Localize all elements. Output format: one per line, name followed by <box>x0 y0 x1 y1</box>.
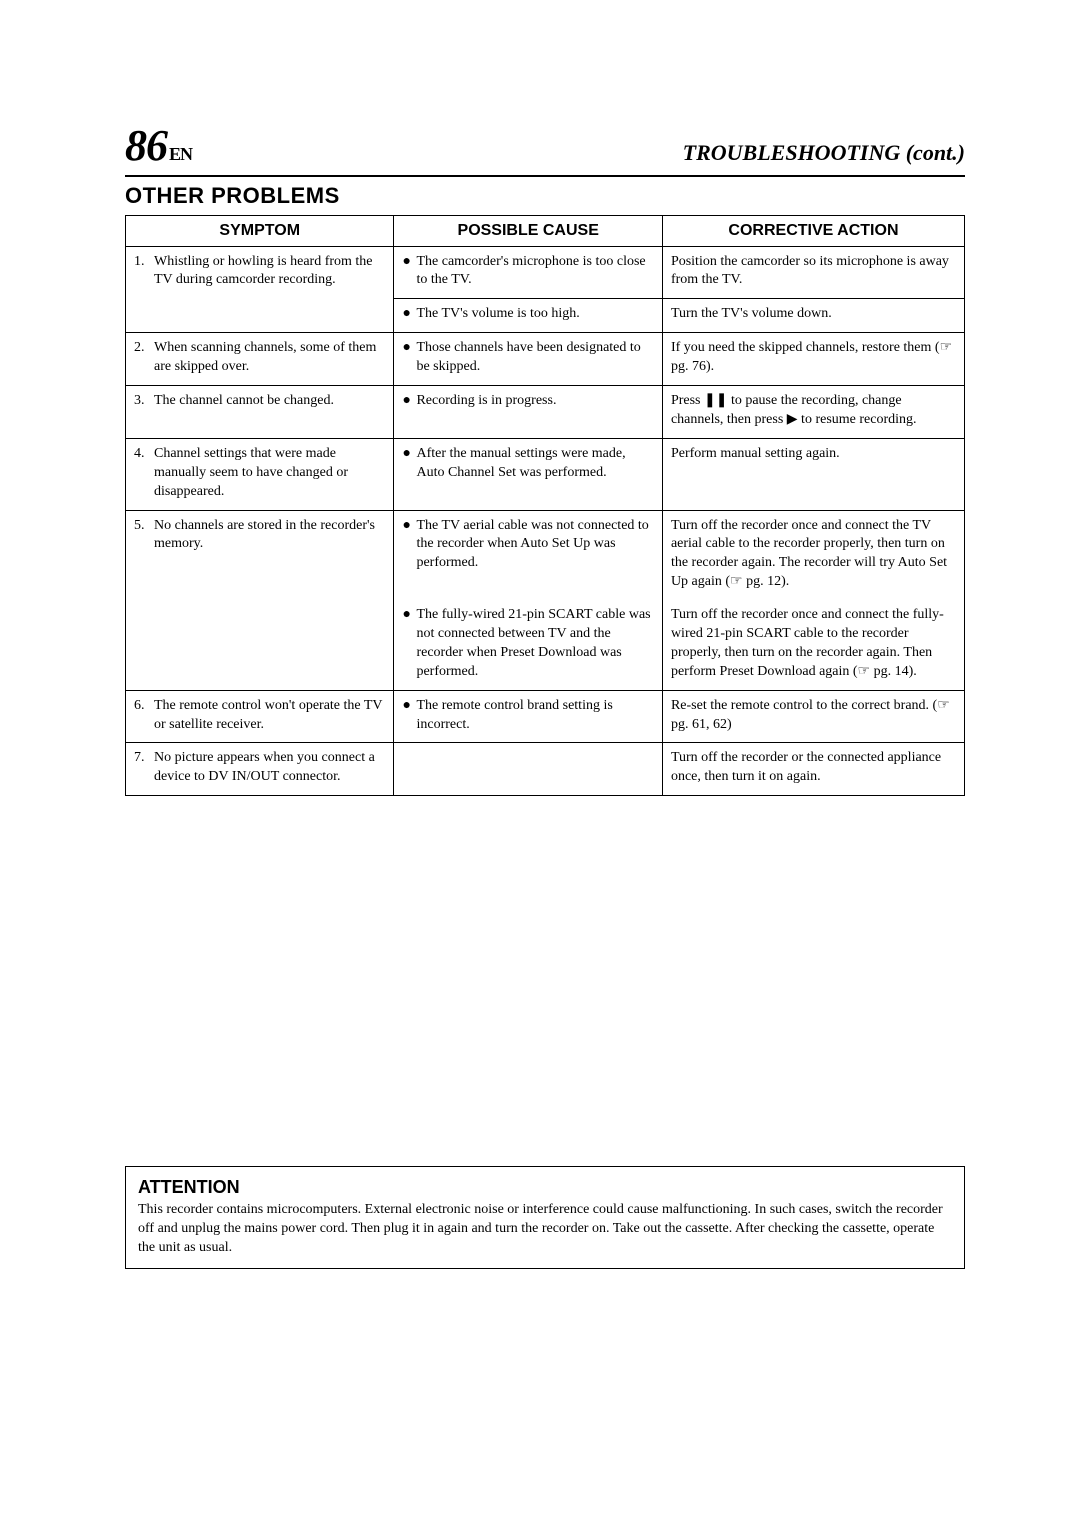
table-row: 2. When scanning channels, some of them … <box>126 333 965 386</box>
bullet-icon: ● <box>402 445 416 483</box>
action-text: Turn off the recorder or the connected a… <box>662 743 964 796</box>
bullet-icon: ● <box>402 697 416 735</box>
bullet-icon: ● <box>402 517 416 574</box>
page-number-value: 86 <box>125 121 167 170</box>
page-header: 86EN TROUBLESHOOTING (cont.) <box>125 120 965 177</box>
action-text: Position the camcorder so its microphone… <box>662 246 964 299</box>
symptom-text: No channels are stored in the recorder's… <box>154 517 385 555</box>
cause-text: Those channels have been designated to b… <box>416 339 653 377</box>
row-number: 2. <box>134 339 154 377</box>
row-number: 7. <box>134 749 154 787</box>
cause-text: The TV's volume is too high. <box>416 305 653 324</box>
bullet-icon: ● <box>402 253 416 291</box>
symptom-text: The remote control won't operate the TV … <box>154 697 385 735</box>
attention-title: ATTENTION <box>138 1175 952 1199</box>
row-number: 4. <box>134 445 154 502</box>
row-number: 6. <box>134 697 154 735</box>
cause-text <box>394 743 662 796</box>
action-text: Turn off the recorder once and connect t… <box>662 510 964 600</box>
col-symptom: SYMPTOM <box>126 216 394 247</box>
col-action: CORRECTIVE ACTION <box>662 216 964 247</box>
symptom-text: Whistling or howling is heard from the T… <box>154 253 385 291</box>
cause-text: After the manual settings were made, Aut… <box>416 445 653 483</box>
table-row: 3. The channel cannot be changed. ● Reco… <box>126 386 965 439</box>
bullet-icon: ● <box>402 606 416 682</box>
page-lang: EN <box>169 144 192 164</box>
table-row: 5. No channels are stored in the recorde… <box>126 510 965 600</box>
table-header-row: SYMPTOM POSSIBLE CAUSE CORRECTIVE ACTION <box>126 216 965 247</box>
action-text: Turn the TV's volume down. <box>662 299 964 333</box>
bullet-icon: ● <box>402 392 416 411</box>
page-number: 86EN <box>125 120 192 171</box>
page-root: 86EN TROUBLESHOOTING (cont.) OTHER PROBL… <box>0 0 1080 1528</box>
row-number: 5. <box>134 517 154 555</box>
table-row: 6. The remote control won't operate the … <box>126 690 965 743</box>
col-cause: POSSIBLE CAUSE <box>394 216 662 247</box>
row-number: 3. <box>134 392 154 411</box>
table-row: 1. Whistling or howling is heard from th… <box>126 246 965 299</box>
table-row: 7. No picture appears when you connect a… <box>126 743 965 796</box>
action-text: Turn off the recorder once and connect t… <box>662 600 964 690</box>
symptom-text: The channel cannot be changed. <box>154 392 385 411</box>
troubleshooting-table: SYMPTOM POSSIBLE CAUSE CORRECTIVE ACTION… <box>125 215 965 796</box>
symptom-text: No picture appears when you connect a de… <box>154 749 385 787</box>
cause-text: The camcorder's microphone is too close … <box>416 253 653 291</box>
action-text: Press ❚❚ to pause the recording, change … <box>662 386 964 439</box>
action-text: Re-set the remote control to the correct… <box>662 690 964 743</box>
symptom-text: Channel settings that were made manually… <box>154 445 385 502</box>
table-row: 4. Channel settings that were made manua… <box>126 438 965 510</box>
symptom-text: When scanning channels, some of them are… <box>154 339 385 377</box>
action-text: Perform manual setting again. <box>662 438 964 510</box>
row-number: 1. <box>134 253 154 291</box>
bullet-icon: ● <box>402 305 416 324</box>
header-title: TROUBLESHOOTING (cont.) <box>683 140 965 166</box>
attention-box: ATTENTION This recorder contains microco… <box>125 1166 965 1269</box>
bullet-icon: ● <box>402 339 416 377</box>
cause-text: Recording is in progress. <box>416 392 653 411</box>
cause-text: The fully-wired 21-pin SCART cable was n… <box>416 606 653 682</box>
section-title: OTHER PROBLEMS <box>125 183 965 209</box>
attention-body: This recorder contains microcomputers. E… <box>138 1201 952 1258</box>
action-text: If you need the skipped channels, restor… <box>662 333 964 386</box>
cause-text: The TV aerial cable was not connected to… <box>416 517 653 574</box>
cause-text: The remote control brand setting is inco… <box>416 697 653 735</box>
